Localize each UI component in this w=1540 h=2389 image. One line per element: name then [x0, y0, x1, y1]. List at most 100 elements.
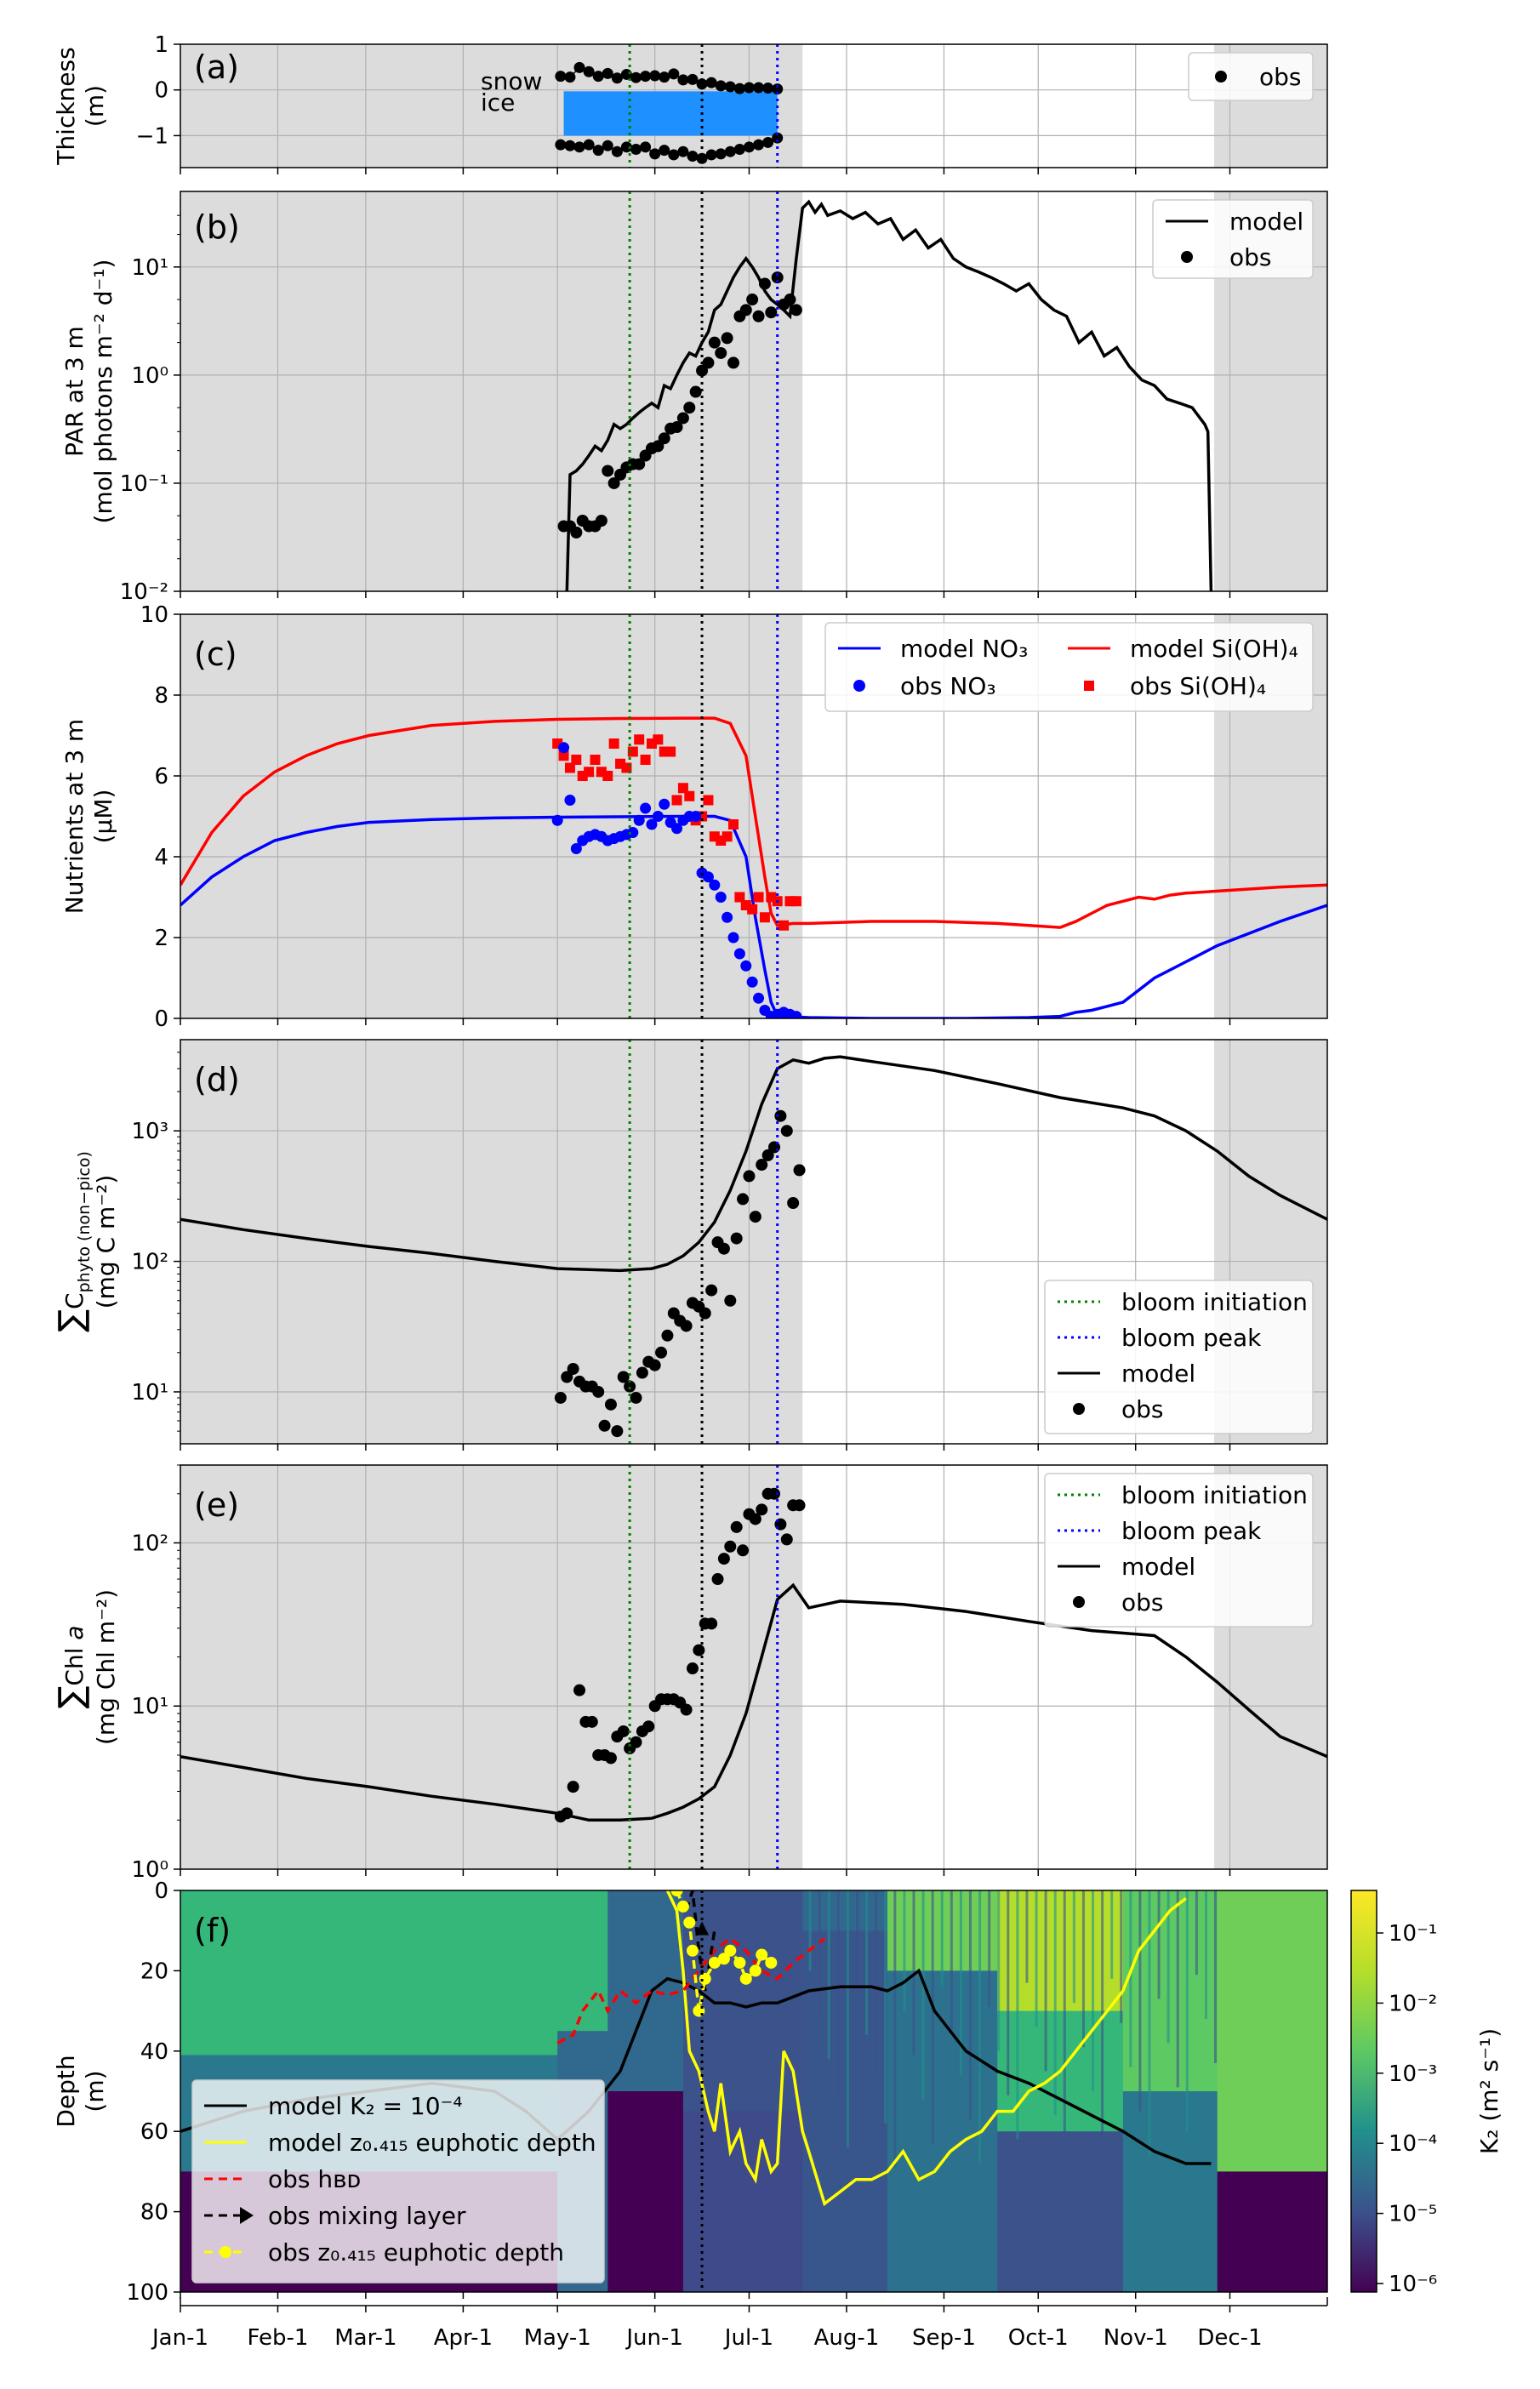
kz-heatmap-cell [893, 1890, 897, 2168]
ice-bottom-obs [611, 145, 623, 157]
ice-bottom-obs [753, 139, 765, 151]
kz-heatmap-cell [1063, 1890, 1066, 2160]
panel-1: 10¹ 10⁰ 10⁻¹ 10⁻² (b) model obs [120, 191, 1328, 605]
phyto-obs-point [661, 1329, 674, 1342]
phyto-obs-point [592, 1385, 605, 1398]
obs-euphotic-depth-point [686, 1944, 699, 1957]
ice-bottom-obs [705, 149, 717, 161]
par-obs-point [633, 458, 646, 470]
no3-obs-point [659, 798, 670, 810]
chl-obs-point [630, 1736, 642, 1748]
plot-border [180, 1464, 1328, 1870]
kz-heatmap-cell [884, 1890, 887, 2124]
chl-obs-point [561, 1807, 573, 1820]
legend-box [1188, 52, 1314, 101]
kz-heatmap-cell [1138, 1890, 1142, 2112]
ice-bottom-obs [772, 132, 784, 144]
sioh4-obs-point [584, 767, 595, 778]
chl-obs-point [749, 1513, 761, 1525]
kz-heatmap-cell [1025, 1890, 1029, 1983]
sioh4-obs-point [653, 734, 664, 745]
sioh4-obs-point [677, 783, 688, 794]
kz-heatmap-cell [921, 1890, 925, 2100]
kz-heatmap-cell [1166, 1890, 1170, 2044]
ice-bottom-obs [630, 144, 642, 156]
par-obs-point [765, 306, 778, 319]
par-obs-point [670, 421, 683, 434]
ice-bottom-obs [696, 152, 708, 164]
label-subscript: phyto (non−pico) [75, 1151, 94, 1292]
plot-border [180, 1890, 1328, 2293]
chl-obs-point [642, 1720, 655, 1733]
snow-surface-obs [733, 83, 745, 94]
panel-5: 0 20 40 60 80 100 (f) model K₂ = 10⁻⁴ model z₀.₄… [126, 1879, 1328, 2306]
label-a: a [60, 1625, 88, 1639]
par-obs-point [727, 356, 739, 369]
kz-heatmap-cell [1129, 1890, 1132, 2067]
no3-obs-point [790, 1011, 802, 1018]
y-tick-label: 4 [154, 845, 168, 870]
panel-label-b: (b) [194, 208, 240, 246]
phyto-obs-point [561, 1371, 573, 1383]
panel-label-a: (a) [194, 48, 239, 86]
par-obs-point [721, 332, 733, 345]
obs-euphotic-depth-point [733, 1956, 746, 1969]
phyto-obs-point [617, 1371, 630, 1383]
legend-arrow-swatch [240, 2207, 254, 2224]
obs-euphotic-depth-point [756, 1948, 768, 1961]
model-euphotic-depth-line [665, 1890, 1187, 2207]
obs-euphotic-depth-point [708, 1956, 721, 1969]
legend-box [1044, 1473, 1314, 1628]
y-tick-label: 10² [131, 1250, 168, 1275]
phyto-obs-point [761, 1149, 774, 1161]
legend-label-bloom-initiation: bloom initiation [1121, 1288, 1308, 1316]
kz-heatmap-cell [978, 1890, 982, 2164]
kz-heatmap-cell [818, 1890, 821, 2016]
ice-bottom-obs [640, 141, 652, 153]
kz-heatmap-cell [1044, 1890, 1047, 2072]
x-tick-label: May-1 [524, 2325, 591, 2351]
no3-obs-point [733, 948, 745, 960]
kz-heatmap-cell [940, 1890, 944, 1987]
legend-marker-swatch [220, 2246, 231, 2258]
no3-obs-point [640, 802, 652, 814]
kz-heatmap-cell [997, 2131, 1124, 2292]
sioh4-obs-point [608, 738, 619, 749]
obs-euphotic-depth-point [670, 1890, 683, 1896]
snow-surface-obs [583, 66, 595, 77]
kz-heatmap-cell [997, 1890, 1001, 2051]
legend-label-obs: obs [1259, 63, 1302, 91]
phyto-obs-point [567, 1362, 579, 1375]
snow-surface-obs [762, 83, 774, 94]
par-obs-point [607, 476, 620, 489]
y-tick-label: 10³ [131, 1119, 168, 1144]
phyto-obs-point [743, 1170, 756, 1183]
panel-label-f: (f) [194, 1912, 231, 1949]
legend-label-model-euphotic: model z₀.₄₁₅ euphotic depth [268, 2129, 596, 2157]
par-obs-point [570, 526, 583, 539]
chl-obs-point [686, 1662, 699, 1675]
y-tick-label: 10⁰ [131, 363, 168, 389]
snow-surface-obs [753, 82, 765, 94]
phyto-obs-point [655, 1346, 668, 1359]
kz-heatmap-cell [968, 1890, 972, 2120]
chl-obs-point [717, 1553, 730, 1565]
snow-surface-obs [724, 81, 736, 93]
axis-label-line: (m) [81, 85, 109, 127]
model-par-line [565, 199, 1213, 591]
plot-area [180, 44, 1327, 168]
legend-box [191, 2079, 605, 2284]
no3-obs-point [690, 811, 702, 822]
legend-marker-swatch [1084, 681, 1094, 691]
legend-label-model: model [1229, 208, 1303, 236]
sioh4-obs-point [734, 892, 745, 903]
kz-heatmap-cell [607, 1890, 684, 2092]
panel-label-d: (d) [194, 1061, 240, 1098]
snow-surface-obs [573, 61, 585, 73]
snow-surface-obs [649, 70, 661, 82]
par-obs-point [771, 271, 784, 284]
kz-heatmap-cell [950, 1890, 953, 2032]
sum-symbol: ∑ [52, 1686, 91, 1709]
kz-heatmap-cell [1007, 1890, 1010, 2095]
legend-label-obs: obs [1229, 243, 1272, 271]
